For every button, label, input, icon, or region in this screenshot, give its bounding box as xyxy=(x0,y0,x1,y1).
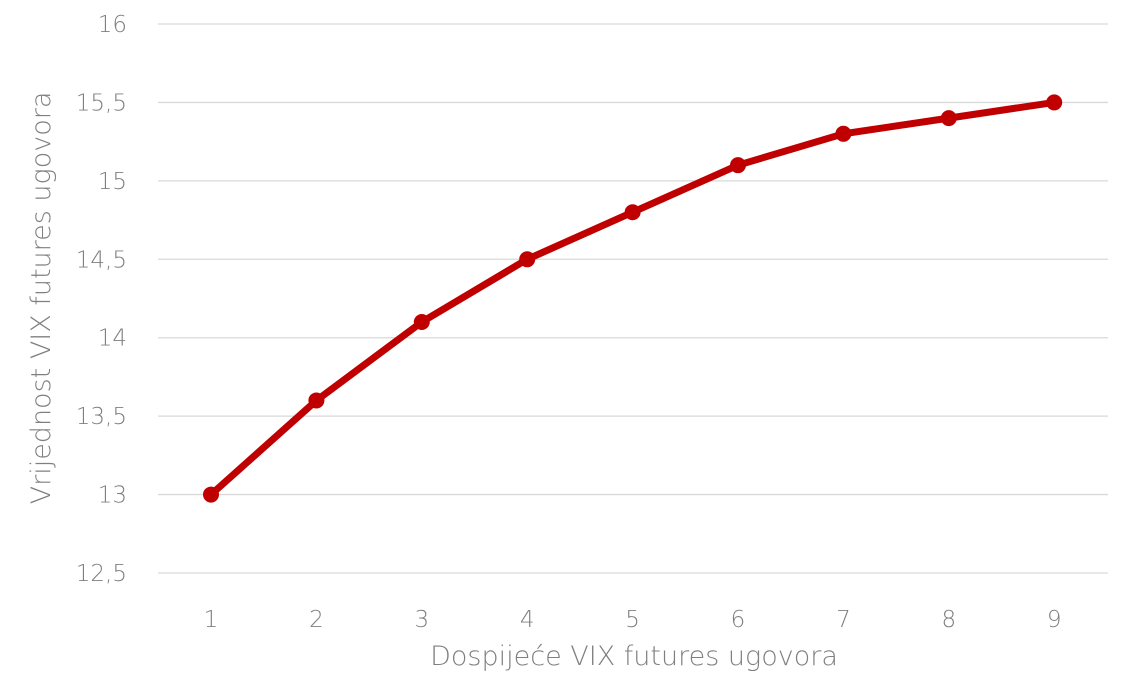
series-line xyxy=(207,98,1058,499)
y-tick-label: 15 xyxy=(98,169,127,195)
x-tick-label: 2 xyxy=(309,607,324,633)
y-tick-label: 14,5 xyxy=(76,247,127,273)
data-point xyxy=(413,314,430,331)
data-point xyxy=(519,251,536,268)
data-point xyxy=(203,486,219,503)
data-point xyxy=(308,392,325,409)
x-tick-label: 6 xyxy=(731,607,746,633)
data-point xyxy=(624,204,641,221)
x-tick-label: 7 xyxy=(836,607,851,633)
y-tick-label: 13,5 xyxy=(76,404,127,430)
data-point xyxy=(835,125,852,142)
y-axis-ticks: 12,5 13 13,5 14 14,5 15 15,5 16 xyxy=(76,12,127,587)
y-axis-title: Vrijednost VIX futures ugovora xyxy=(26,92,57,505)
x-tick-label: 8 xyxy=(941,607,956,633)
y-tick-label: 16 xyxy=(98,12,127,38)
gridlines xyxy=(158,23,1108,574)
x-axis-ticks: 1 2 3 4 5 6 7 8 9 xyxy=(204,607,1062,633)
data-point xyxy=(730,157,746,174)
data-point xyxy=(940,110,957,127)
x-axis-title: Dospijeće VIX futures ugovora xyxy=(430,641,838,672)
x-tick-label: 5 xyxy=(625,607,640,633)
y-tick-label: 12,5 xyxy=(76,561,127,587)
x-tick-label: 9 xyxy=(1047,607,1062,633)
y-tick-label: 14 xyxy=(98,326,127,352)
x-tick-label: 3 xyxy=(414,607,429,633)
data-point xyxy=(1046,94,1063,111)
y-tick-label: 13 xyxy=(98,483,127,509)
y-tick-label: 15,5 xyxy=(76,90,127,116)
x-tick-label: 1 xyxy=(204,607,219,633)
series-group xyxy=(203,94,1063,503)
x-tick-label: 4 xyxy=(520,607,535,633)
